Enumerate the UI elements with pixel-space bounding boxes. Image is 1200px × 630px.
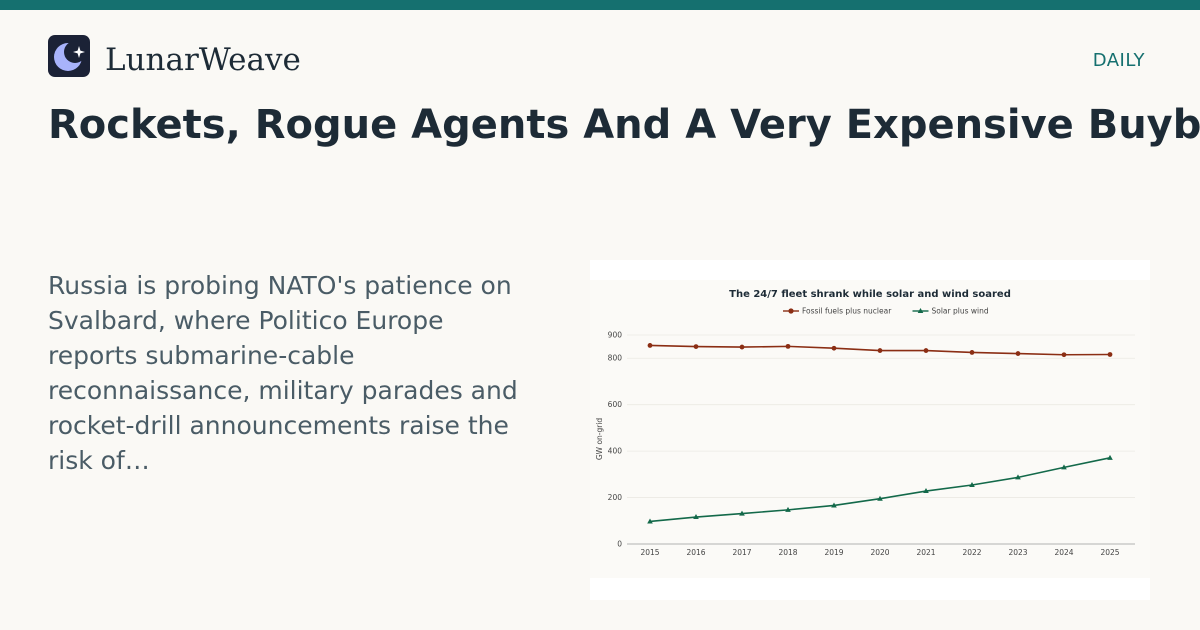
data-point	[877, 348, 883, 353]
chart-background	[590, 280, 1150, 578]
x-tick-label: 2021	[916, 548, 935, 557]
y-tick-label: 400	[608, 447, 623, 456]
legend-marker	[917, 308, 924, 313]
x-tick-label: 2023	[1008, 548, 1027, 557]
data-point	[877, 495, 883, 501]
data-point	[1107, 352, 1113, 357]
data-point	[1015, 351, 1021, 356]
legend-label: Fossil fuels plus nuclear	[802, 307, 892, 316]
data-point	[647, 343, 653, 348]
data-point	[831, 345, 837, 351]
y-axis-label: GW on-grid	[595, 418, 604, 461]
x-tick-label: 2024	[1054, 548, 1073, 557]
article-headline[interactable]: Rockets, Rogue Agents And A Very Expensi…	[48, 102, 1200, 148]
data-point	[969, 482, 975, 488]
x-tick-label: 2019	[824, 548, 843, 557]
chart-title: The 24/7 fleet shrank while solar and wi…	[729, 289, 1011, 300]
data-point	[831, 502, 837, 508]
chart-legend: Fossil fuels plus nuclear Solar plus wind	[783, 307, 989, 316]
moon-star-icon	[54, 41, 86, 71]
data-point	[923, 348, 929, 353]
data-point	[693, 514, 699, 520]
x-tick-label: 2022	[962, 548, 981, 557]
x-tick-label: 2018	[778, 548, 797, 557]
y-tick-label: 900	[608, 331, 623, 340]
section-label[interactable]: DAILY	[1092, 50, 1145, 71]
data-point	[1015, 474, 1021, 480]
article-excerpt: Russia is probing NATO's patience on Sva…	[48, 271, 518, 475]
x-tick-label: 2015	[640, 548, 659, 557]
chart-card: The 24/7 fleet shrank while solar and wi…	[590, 260, 1150, 600]
brand-logo[interactable]	[48, 35, 90, 77]
chart-grid	[627, 334, 1135, 545]
x-tick-label: 2017	[732, 548, 751, 557]
data-point	[647, 518, 653, 524]
y-axis-ticks: 0 200 400 600 800 900	[608, 331, 623, 549]
y-tick-label: 200	[608, 493, 623, 502]
x-tick-label: 2025	[1100, 548, 1119, 557]
line-chart: The 24/7 fleet shrank while solar and wi…	[590, 280, 1150, 578]
data-point	[1061, 464, 1067, 470]
data-point	[923, 488, 929, 494]
data-point	[785, 343, 791, 349]
data-point	[1061, 352, 1067, 358]
brand-name[interactable]: LunarWeave	[105, 42, 301, 78]
chart-series	[647, 343, 1113, 524]
data-point	[739, 344, 745, 350]
top-accent-bar	[0, 0, 1200, 10]
data-point	[969, 350, 975, 355]
data-point	[785, 506, 791, 512]
x-tick-label: 2016	[686, 548, 705, 557]
data-point	[693, 344, 699, 350]
y-tick-label: 800	[608, 354, 623, 363]
x-axis-ticks: 2015 2016 2017 2018 2019 2020 2021 2022 2023 2024…	[640, 548, 1119, 557]
data-point	[1107, 454, 1113, 460]
y-tick-label: 0	[617, 540, 622, 549]
legend-label: Solar plus wind	[932, 307, 989, 316]
x-tick-label: 2020	[870, 548, 889, 557]
data-point	[739, 510, 745, 516]
y-tick-label: 600	[608, 400, 623, 409]
legend-marker	[788, 308, 794, 314]
